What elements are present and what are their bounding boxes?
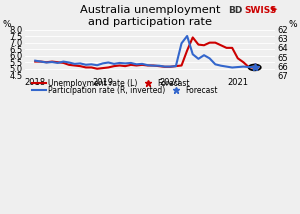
Text: ▶: ▶	[272, 6, 277, 12]
Text: %: %	[3, 20, 11, 29]
Text: BD: BD	[228, 6, 242, 15]
Text: SWISS: SWISS	[244, 6, 277, 15]
Text: %: %	[289, 20, 297, 29]
Title: Australia unemployment
and participation rate: Australia unemployment and participation…	[80, 5, 220, 27]
Legend: Participation rate (R, inverted), Forecast: Participation rate (R, inverted), Foreca…	[29, 83, 221, 98]
